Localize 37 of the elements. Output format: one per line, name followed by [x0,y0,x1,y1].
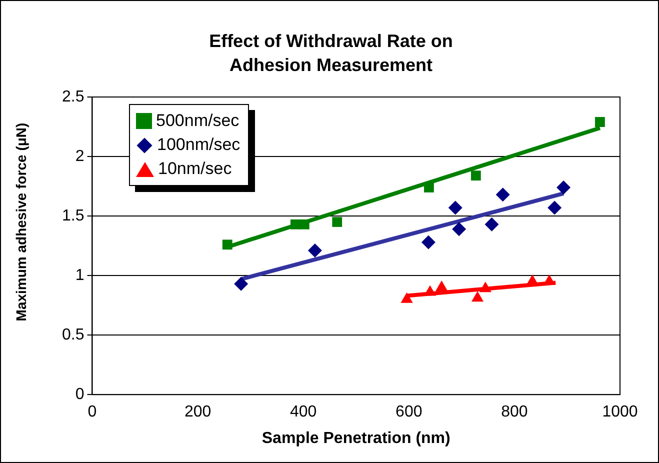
legend-label: 10nm/sec [158,159,232,179]
point [470,170,481,181]
x-tick-label: 400 [290,404,317,421]
point [594,117,605,127]
point [484,217,499,232]
chart-title: Effect of Withdrawal Rate on Adhesion Measurement [208,30,454,77]
point [556,180,571,194]
point [452,222,466,236]
point [299,219,310,230]
point [421,235,436,250]
y-tick-label: 2 [75,148,84,165]
point [496,188,510,202]
y-tick-label: 1 [75,266,84,284]
y-tick-label: 1.5 [62,207,84,224]
point [234,276,248,291]
y-axis-title: Maximum adhesive force (μN) [12,122,30,324]
x-tick-label: 200 [184,404,212,421]
point [332,217,342,227]
x-tick-label: 0 [88,404,97,421]
x-tick-label: 600 [396,404,422,421]
point [479,282,492,292]
point [424,182,434,192]
y-tick-label: 0 [75,386,84,404]
legend-label: 100nm/sec [157,135,240,155]
point [548,200,562,215]
legend-label: 500nm/sec [156,111,240,131]
point [222,240,232,250]
y-tick-label: 0.5 [62,326,84,344]
point [471,291,484,302]
point [436,280,448,291]
y-tick-label: 2.5 [62,88,84,106]
point [400,292,413,303]
x-tick-label: 1000 [602,404,638,421]
point [308,244,322,258]
x-axis-title: Sample Penetration (nm) [262,430,450,447]
point [448,200,462,215]
x-tick-label: 800 [501,404,528,421]
